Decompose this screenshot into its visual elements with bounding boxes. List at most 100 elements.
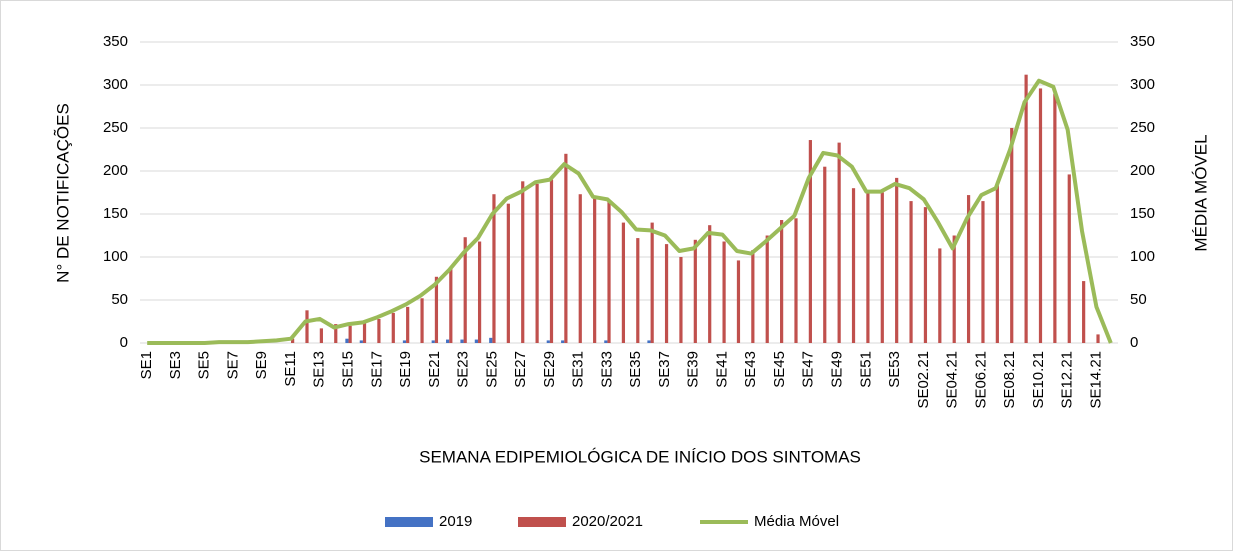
x-tick-label: SE41 [713, 351, 730, 388]
x-axis-title: SEMANA EDIPEMIOLÓGICA DE INÍCIO DOS SINT… [419, 447, 861, 466]
x-tick-label: SE53 [886, 351, 903, 388]
x-tick-label: SE25 [483, 351, 500, 388]
x-tick-label: SE04.21 [944, 351, 961, 409]
x-tick-label: SE31 [570, 351, 587, 388]
bar [549, 179, 554, 343]
bar [780, 220, 784, 343]
x-tick-label: SE39 [685, 351, 702, 388]
bar [334, 324, 338, 343]
bar [492, 194, 496, 343]
x-tick-label: SE45 [771, 351, 788, 388]
x-tick-label: SE3 [167, 351, 184, 379]
bar [449, 267, 453, 343]
line [147, 78, 1113, 345]
x-tick-label: SE5 [196, 351, 213, 379]
bar [434, 276, 439, 343]
bar [823, 166, 827, 343]
bar [607, 201, 611, 343]
y2-tick-label: 100 [1130, 248, 1155, 265]
y2-tick-label: 350 [1130, 33, 1155, 50]
bar [995, 185, 999, 343]
x-tick-label: SE13 [311, 351, 328, 388]
x-tick-label: SE02.21 [915, 351, 932, 409]
bar [359, 340, 363, 343]
bar [664, 244, 669, 343]
bar [546, 340, 550, 343]
x-tick-label: SE21 [426, 351, 443, 388]
x-tick-label: SE19 [397, 351, 414, 388]
x-tick-label: SE47 [800, 351, 817, 388]
legend-label: 2019 [439, 513, 472, 530]
x-tick-label: SE12.21 [1059, 351, 1076, 409]
x-tick-label: SE9 [253, 351, 270, 379]
bar [291, 338, 295, 343]
x-tick-label: SE51 [857, 351, 874, 388]
bar [463, 237, 467, 343]
bar [402, 340, 407, 343]
y2-tick-label: 50 [1130, 291, 1147, 308]
x-tick-label: SE14.21 [1087, 351, 1104, 409]
legend-swatch [385, 517, 433, 527]
bar [794, 218, 798, 343]
bar [535, 183, 539, 343]
x-tick-label: SE49 [829, 351, 846, 388]
x-tick-label: SE15 [340, 351, 357, 388]
bar [866, 192, 870, 343]
bar [895, 177, 899, 343]
y-tick-label: 100 [103, 248, 128, 265]
x-tick-label: SE10.21 [1030, 351, 1047, 409]
bar [561, 340, 565, 343]
y2-tick-label: 150 [1130, 205, 1155, 222]
y2-axis-title: MÉDIA MÓVEL [1191, 134, 1210, 251]
bar [1024, 74, 1028, 344]
bar [564, 153, 568, 343]
bar [909, 201, 913, 343]
bar [578, 194, 582, 343]
y2-tick-label: 250 [1130, 119, 1155, 136]
x-tick-label: SE17 [368, 351, 385, 388]
x-tick-label: SE7 [224, 351, 241, 379]
bar [319, 328, 323, 343]
legend-label: 2020/2021 [572, 513, 643, 530]
x-tick-label: SE1 [138, 351, 155, 379]
bar [391, 312, 395, 343]
bar [604, 340, 608, 343]
bar [506, 203, 510, 343]
bar [636, 238, 640, 343]
y2-tick-label: 200 [1130, 162, 1155, 179]
bar [1082, 281, 1086, 343]
bar [446, 339, 450, 343]
bar [1038, 88, 1043, 343]
bar [966, 195, 971, 343]
bar [621, 222, 626, 343]
x-tick-label: SE29 [541, 351, 558, 388]
bar [431, 340, 435, 343]
bar [923, 207, 928, 343]
bar [837, 142, 841, 343]
x-tick-label: SE08.21 [1001, 351, 1018, 409]
legend-swatch [518, 517, 566, 527]
y-tick-label: 250 [103, 119, 128, 136]
y-tick-label: 50 [111, 291, 128, 308]
bar [593, 198, 597, 343]
x-tick-label: SE35 [627, 351, 644, 388]
bar [362, 321, 367, 343]
x-tick-label: SE37 [656, 351, 673, 388]
bar [345, 338, 349, 343]
x-tick-label: SE33 [598, 351, 615, 388]
bar [765, 235, 769, 343]
x-tick-label: SE23 [455, 351, 472, 388]
bar [521, 181, 525, 343]
bar [1096, 334, 1100, 343]
bar [1053, 93, 1057, 343]
y-axis-title: N° DE NOTIFICAÇÕES [53, 103, 72, 283]
bar [952, 235, 956, 343]
y-tick-label: 0 [120, 334, 128, 351]
bar [348, 325, 352, 343]
bar [981, 201, 985, 343]
y-tick-label: 200 [103, 162, 128, 179]
bar [377, 318, 381, 343]
bar [420, 298, 424, 343]
bar [938, 248, 942, 343]
bar [1010, 128, 1014, 343]
